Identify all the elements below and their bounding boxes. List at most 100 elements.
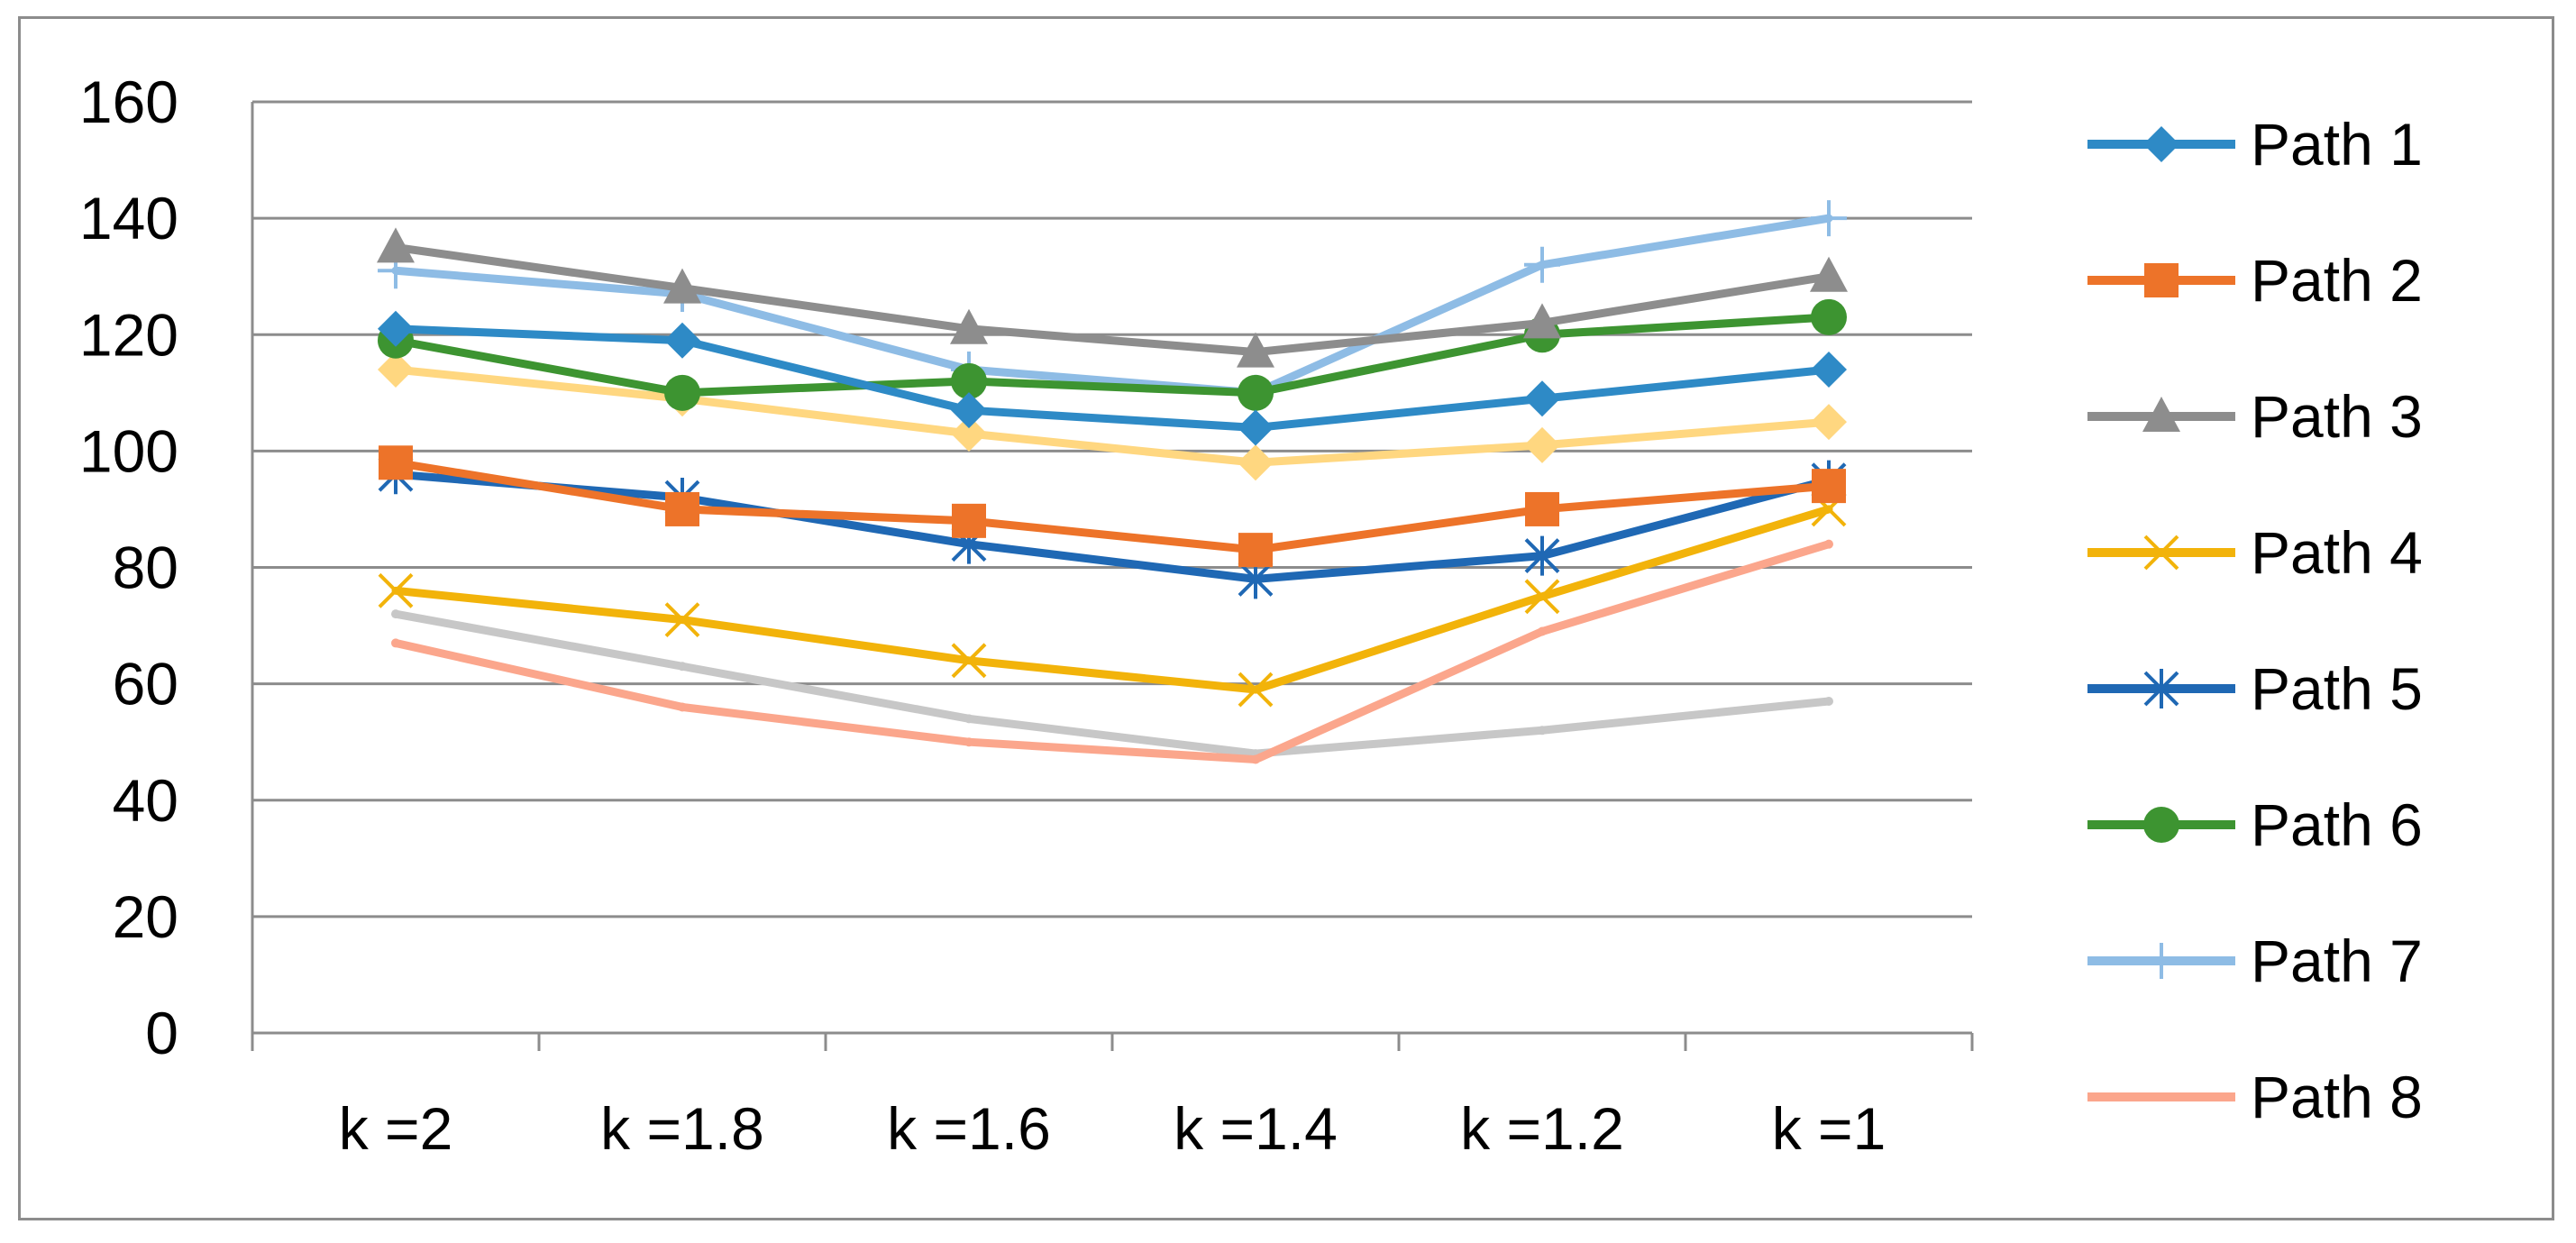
legend-item: Path 7	[2087, 928, 2423, 994]
legend-marker	[2144, 263, 2179, 297]
data-point	[951, 392, 987, 429]
x-tick-label: k =1.6	[887, 1095, 1051, 1162]
y-tick-label: 120	[79, 301, 178, 368]
data-point	[952, 503, 986, 538]
legend-label: Path 4	[2251, 519, 2423, 586]
x-tick-label: k =1.2	[1460, 1095, 1624, 1162]
data-point	[663, 268, 701, 304]
data-point	[1811, 298, 1847, 335]
legend-marker	[2142, 397, 2180, 432]
data-point	[678, 702, 687, 712]
legend-label: Path 3	[2251, 383, 2423, 450]
data-point	[1811, 351, 1847, 388]
data-point	[1524, 579, 1560, 615]
data-point	[1523, 303, 1561, 339]
data-point	[1538, 626, 1547, 636]
legend-label: Path 6	[2251, 791, 2423, 858]
data-point	[1525, 491, 1559, 526]
data-point	[378, 351, 414, 388]
series-line	[391, 470, 1833, 583]
data-point	[664, 602, 700, 638]
legend-label: Path 2	[2251, 247, 2423, 314]
data-point	[951, 362, 987, 399]
legend-item: Path 8	[2087, 1064, 2423, 1130]
x-tick-label: k =1.8	[600, 1095, 764, 1162]
series-path-6	[378, 298, 1847, 411]
data-point	[1824, 539, 1833, 549]
data-point	[378, 310, 414, 347]
legend-marker	[2143, 807, 2179, 843]
data-point	[1238, 409, 1274, 446]
legend-marker	[2143, 535, 2179, 571]
series-line	[391, 458, 1833, 554]
y-tick-label: 40	[113, 767, 178, 834]
legend-item: Path 2	[2087, 247, 2423, 314]
series-path-4	[378, 491, 1847, 708]
legend-item: Path 6	[2087, 791, 2423, 858]
series-path-1	[378, 310, 1847, 446]
y-tick-label: 20	[113, 883, 178, 950]
x-tick-label: k =1	[1772, 1095, 1886, 1162]
series-line	[391, 313, 1833, 398]
series-line	[391, 609, 1833, 758]
y-tick-label: 0	[145, 1000, 178, 1066]
legend: Path 1 Path 2 Path 3 Path 4 Path 5 Path 6 Path…	[2087, 111, 2423, 1130]
legend-marker	[2143, 943, 2179, 979]
data-point	[1524, 426, 1560, 463]
series-line	[391, 540, 1833, 764]
data-point	[1238, 444, 1274, 481]
data-point	[378, 572, 414, 608]
legend-label: Path 1	[2251, 111, 2423, 178]
series-line	[391, 324, 1833, 433]
data-point	[1811, 404, 1847, 441]
series-lines	[377, 200, 1848, 764]
series-path-3	[377, 227, 1848, 368]
y-tick-label: 140	[79, 185, 178, 251]
legend-marker	[2143, 126, 2179, 162]
data-point	[1812, 469, 1846, 504]
axes: 0 20 40 60 80 100 120 140 160 k =2 k =1.8 k =1.6 k =…	[79, 69, 1974, 1162]
series-unlabeled-8	[391, 609, 1833, 759]
series-line	[391, 365, 1833, 467]
data-point	[379, 445, 413, 480]
x-tick-label: k =2	[339, 1095, 453, 1162]
data-point	[1238, 672, 1274, 708]
legend-item: Path 5	[2087, 655, 2423, 722]
data-point	[1524, 535, 1560, 576]
data-point	[964, 714, 973, 724]
data-point	[665, 491, 699, 526]
series-line	[391, 505, 1833, 694]
data-point	[377, 227, 415, 263]
data-point	[1824, 696, 1833, 706]
data-point	[1238, 374, 1274, 411]
series-path-2	[379, 445, 1846, 568]
data-point	[1524, 246, 1560, 283]
legend-label: Path 5	[2251, 655, 2423, 722]
data-point	[678, 662, 687, 672]
legend-item: Path 3	[2087, 383, 2423, 450]
legend-item: Path 4	[2087, 519, 2423, 586]
y-tick-label: 100	[79, 417, 178, 484]
series-path-5	[378, 454, 1847, 599]
data-point	[664, 322, 700, 359]
legend-label: Path 8	[2251, 1064, 2423, 1130]
series-path-8	[391, 539, 1833, 764]
data-point	[1810, 256, 1848, 292]
data-point	[1251, 754, 1260, 764]
y-tick-label: 80	[113, 535, 178, 601]
legend-marker	[2143, 669, 2179, 708]
x-tick-label: k =1.4	[1174, 1095, 1338, 1162]
legend-label: Path 7	[2251, 928, 2423, 994]
data-point	[951, 643, 987, 679]
data-point	[951, 416, 987, 452]
data-point	[1524, 380, 1560, 417]
data-point	[1538, 726, 1547, 736]
data-point	[664, 374, 700, 411]
data-point	[391, 638, 400, 648]
legend-item: Path 1	[2087, 111, 2423, 178]
data-point	[950, 308, 988, 344]
data-point	[1811, 200, 1847, 237]
series-line	[391, 214, 1833, 398]
data-point	[391, 609, 400, 619]
